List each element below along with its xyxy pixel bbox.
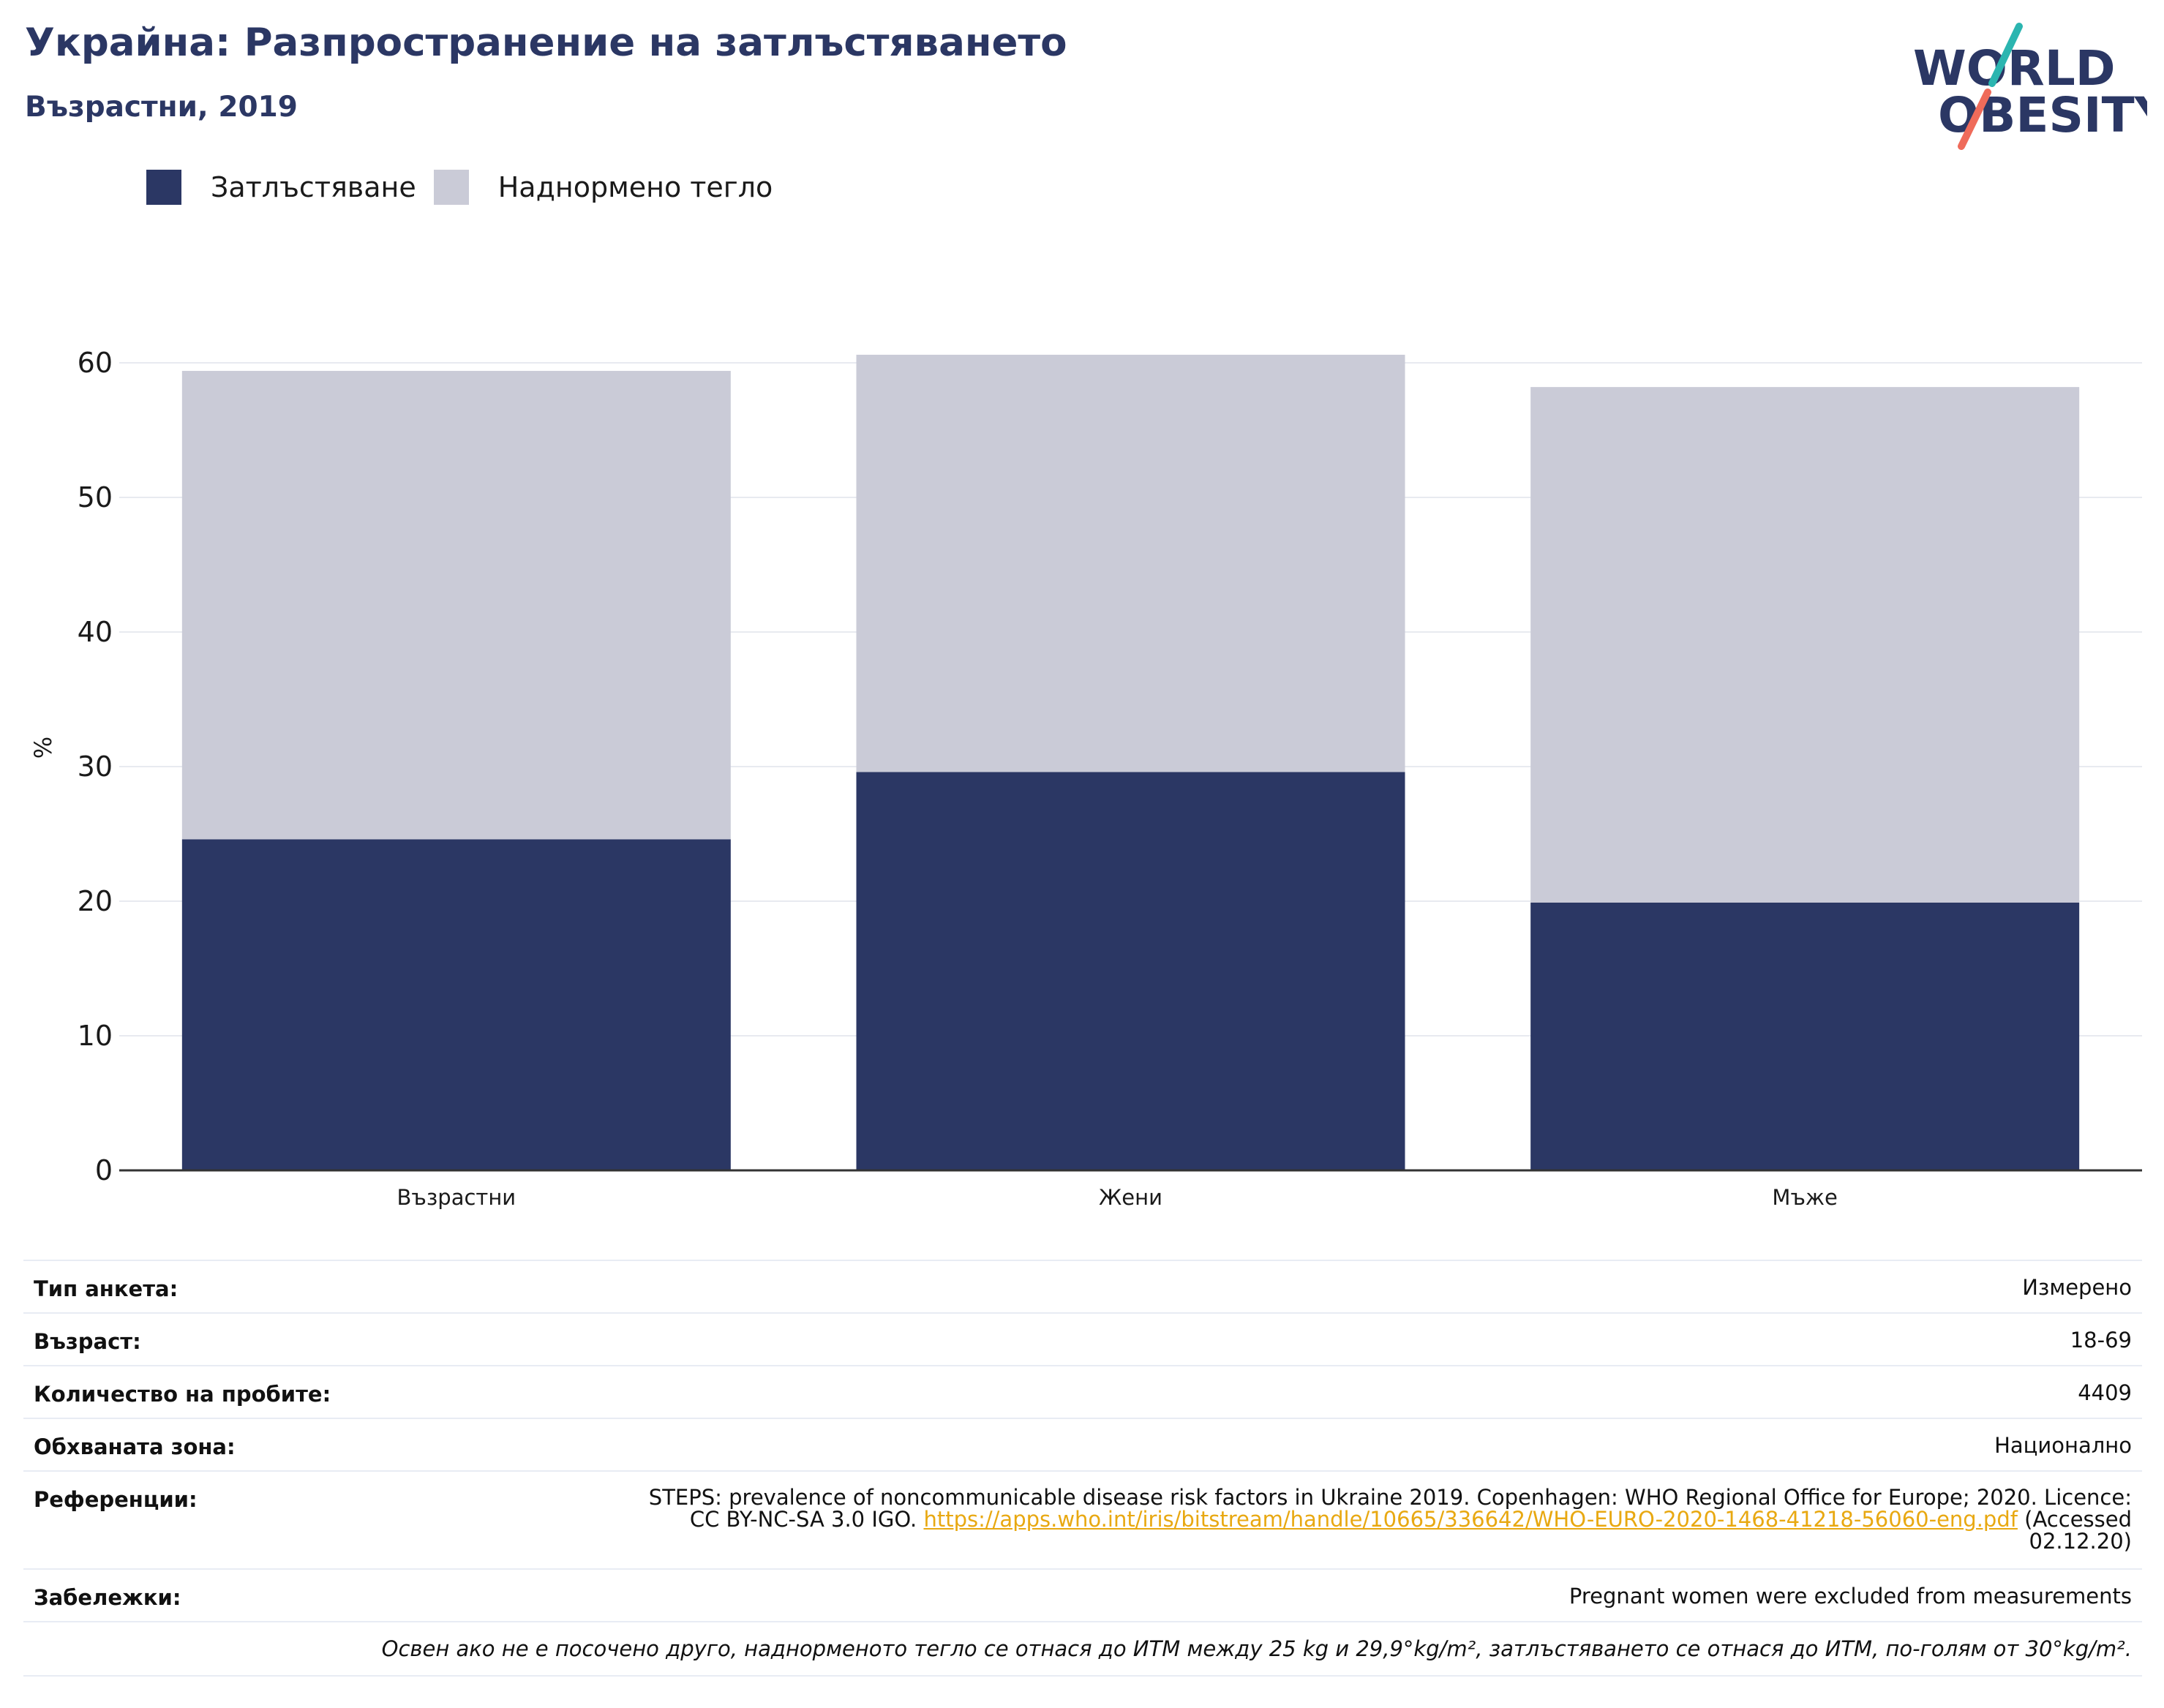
y-tick-label: 40 — [78, 616, 113, 648]
x-tick-label: Жени — [1099, 1185, 1162, 1210]
legend-swatch-obesity — [146, 170, 181, 205]
references-accessed: (Accessed — [2024, 1507, 2132, 1532]
y-axis-title: % — [29, 737, 57, 759]
chart-legend: Затлъстяване Наднормено тегло — [146, 168, 790, 206]
info-label-notes: Забележки: — [34, 1585, 181, 1610]
axes: 0 10 20 30 40 50 60 Възрастни Жени Мъже — [78, 347, 2142, 1210]
bar-obesity[interactable] — [856, 772, 1405, 1170]
x-tick-label: Мъже — [1772, 1185, 1837, 1210]
references-license: CC BY-NC-SA 3.0 IGO. — [689, 1507, 917, 1532]
legend-swatch-overweight — [433, 170, 469, 205]
references-link[interactable]: https://apps.who.int/iris/bitstream/hand… — [923, 1507, 2018, 1532]
y-tick-label: 20 — [78, 885, 113, 917]
info-row-survey-type: Тип анкета: Измерено — [23, 1261, 2142, 1314]
bar-obesity[interactable] — [1530, 902, 2080, 1170]
y-tick-label: 60 — [78, 347, 113, 379]
info-value-references: STEPS: prevalence of noncommunicable dis… — [581, 1472, 2132, 1552]
stacked-bar-chart: 0 10 20 30 40 50 60 Възрастни Жени Мъже % — [29, 347, 2142, 1210]
legend-item-obesity[interactable]: Затлъстяване — [146, 170, 416, 205]
y-tick-label: 0 — [95, 1154, 113, 1186]
x-tick-label: Възрастни — [397, 1185, 516, 1210]
bar-overweight[interactable] — [181, 371, 731, 840]
logo-slash-bottom — [1958, 89, 1991, 150]
info-value-sample-size: 4409 — [2078, 1380, 2132, 1405]
info-row-sample-size: Количество на пробите: 4409 — [23, 1366, 2142, 1419]
page-subtitle: Възрастни, 2019 — [25, 91, 298, 124]
world-obesity-logo: WORLD OBESITY — [1913, 23, 2147, 150]
logo-slash-top — [1988, 23, 2023, 87]
info-value-survey-type: Измерено — [2022, 1275, 2132, 1300]
legend-item-overweight[interactable]: Наднормено тегло — [433, 170, 773, 205]
y-tick-label: 30 — [78, 750, 113, 783]
footnote-text: Освен ако не е посочено друго, наднормен… — [381, 1636, 2132, 1661]
info-value-area: Национално — [1994, 1433, 2132, 1458]
page-title: Украйна: Разпространение на затлъстяване… — [25, 20, 1067, 65]
logo-line1: WORLD — [1913, 40, 2116, 97]
info-label-survey-type: Тип анкета: — [34, 1276, 179, 1301]
info-row-notes: Забележки: Pregnant women were excluded … — [23, 1570, 2142, 1622]
references-line1: STEPS: prevalence of noncommunicable dis… — [648, 1485, 2132, 1510]
y-tick-label: 10 — [78, 1020, 113, 1052]
info-label-age: Възраст: — [34, 1329, 141, 1354]
info-value-age: 18-69 — [2070, 1328, 2132, 1353]
info-row-area: Обхваната зона: Национално — [23, 1419, 2142, 1472]
bar-overweight[interactable] — [856, 354, 1405, 772]
bar-overweight[interactable] — [1530, 387, 2080, 903]
references-line2: CC BY-NC-SA 3.0 IGO. https://apps.who.in… — [581, 1508, 2132, 1530]
info-label-references: Референции: — [34, 1487, 198, 1512]
info-label-sample-size: Количество на пробите: — [34, 1382, 331, 1407]
legend-label-obesity: Затлъстяване — [211, 171, 416, 203]
y-tick-label: 50 — [78, 481, 113, 513]
info-label-area: Обхваната зона: — [34, 1434, 236, 1459]
references-line3: 02.12.20) — [2029, 1529, 2132, 1554]
legend-label-overweight: Наднормено тегло — [497, 171, 773, 203]
info-row-references: Референции: STEPS: prevalence of noncomm… — [23, 1472, 2142, 1570]
bar-obesity[interactable] — [181, 839, 731, 1170]
survey-info-table: Тип анкета: Измерено Възраст: 18-69 Коли… — [23, 1260, 2142, 1677]
info-row-age: Възраст: 18-69 — [23, 1314, 2142, 1366]
bars — [181, 354, 2080, 1170]
info-value-notes: Pregnant women were excluded from measur… — [1568, 1584, 2132, 1609]
info-row-footnote: Освен ако не е посочено друго, наднормен… — [23, 1622, 2142, 1677]
